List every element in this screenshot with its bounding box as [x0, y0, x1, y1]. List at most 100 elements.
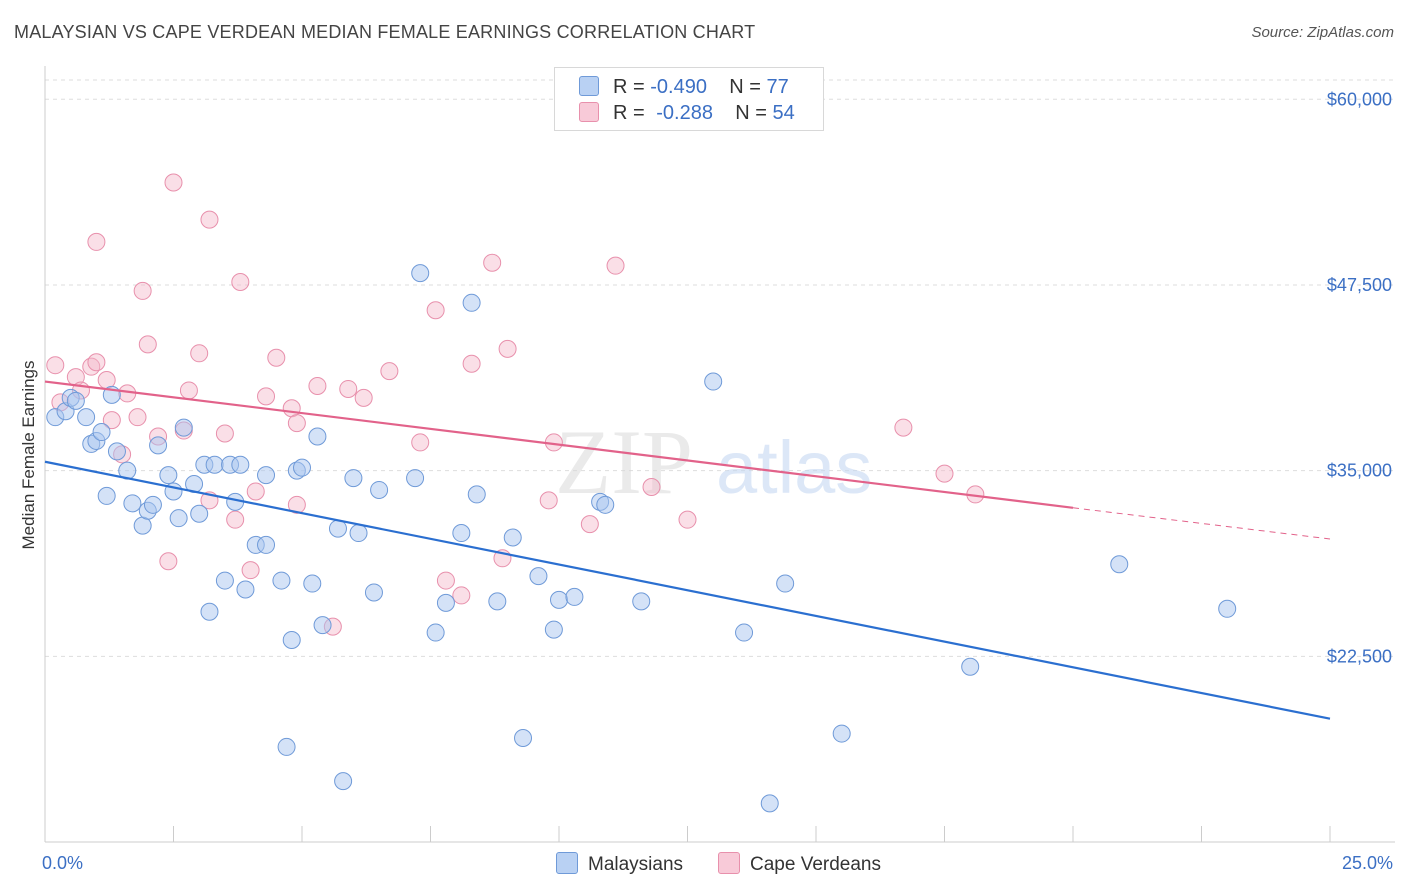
legend-r-label: R = [613, 102, 645, 124]
malaysian-point [1110, 555, 1129, 574]
cape-verdeans-points [46, 173, 985, 636]
cape-verdean-point [498, 339, 517, 358]
cape-verdean-point [138, 335, 157, 354]
malaysian-point [467, 485, 486, 504]
cape-verdean-point [935, 464, 954, 483]
malaysian-point [174, 418, 193, 437]
cape-verdeans-trend-line [44, 380, 1074, 509]
malaysian-point [503, 528, 522, 547]
malaysian-point [293, 458, 311, 477]
blue-swatch [579, 76, 599, 96]
cape-verdean-point [354, 388, 373, 407]
pink-swatch [718, 852, 740, 874]
blue-swatch [556, 852, 578, 874]
legend-row-cape-verdeans: R = -0.288 N = 54 [579, 102, 795, 125]
cape-verdean-point [231, 273, 250, 292]
legend-r-value: -0.288 [656, 102, 713, 124]
malaysian-point [488, 592, 507, 611]
cape-verdean-point [287, 495, 306, 514]
bottom-legend-label: Cape Verdeans [750, 854, 881, 875]
legend-n-label: N = [729, 76, 761, 98]
legend-r-label: R = [613, 76, 645, 98]
cape-verdean-point [339, 379, 358, 398]
cape-verdean-point [426, 301, 445, 320]
malaysian-point [349, 524, 368, 543]
malaysian-point [149, 436, 168, 455]
legend-n-value: 54 [772, 102, 795, 124]
malaysian-point [143, 495, 162, 514]
malaysian-point [704, 372, 723, 391]
legend-n-label: N = [735, 102, 767, 124]
malaysian-point [364, 583, 383, 602]
y-tick-label: $22,500 [1327, 646, 1392, 666]
malaysian-point [776, 574, 795, 593]
cape-verdean-point [102, 411, 121, 430]
cape-verdean-point [159, 552, 178, 571]
cape-verdean-point [87, 232, 106, 251]
cape-verdean-point [179, 381, 198, 400]
x-tick-label: 0.0% [42, 853, 83, 873]
cape-verdean-point [46, 356, 65, 375]
cape-verdean-point [133, 281, 152, 300]
malaysian-point [169, 509, 188, 528]
malaysian-point [529, 567, 548, 586]
y-tick-label: $35,000 [1327, 461, 1392, 481]
malaysian-point [231, 455, 250, 474]
legend-row-malaysians: R = -0.490 N = 77 [579, 76, 789, 99]
malaysian-point [257, 466, 276, 485]
malaysian-point [462, 293, 481, 312]
malaysian-point [961, 657, 980, 676]
malaysian-point [107, 442, 126, 461]
malaysian-point [97, 486, 116, 505]
malaysian-point [308, 427, 327, 446]
cape-verdeans-trend-extension [1072, 507, 1331, 540]
cape-verdean-point [380, 362, 399, 381]
malaysian-point [760, 794, 779, 813]
cape-verdean-point [308, 376, 327, 395]
pink-swatch [579, 102, 599, 122]
cape-verdean-point [267, 348, 286, 367]
malaysian-point [303, 574, 322, 593]
source-credit: Source: ZipAtlas.com [1251, 24, 1394, 41]
cape-verdean-point [257, 387, 276, 406]
y-tick-labels: $22,500 $35,000 $47,500 $60,000 [1327, 89, 1392, 666]
malaysian-point [411, 264, 430, 283]
malaysian-point [272, 571, 291, 590]
malaysian-point [257, 535, 276, 554]
malaysian-point [66, 391, 85, 410]
malaysian-point [565, 587, 584, 606]
chart-title: MALAYSIAN VS CAPE VERDEAN MEDIAN FEMALE … [14, 22, 756, 42]
cape-verdean-point [128, 408, 147, 427]
malaysian-point [205, 455, 224, 474]
cape-verdean-point [411, 433, 430, 452]
malaysian-point [596, 495, 615, 514]
axes [44, 66, 1395, 843]
cape-verdean-point [483, 253, 502, 272]
bottom-legend-label: Malaysians [588, 854, 684, 875]
malaysian-point [313, 616, 332, 635]
malaysian-point [215, 571, 234, 590]
malaysian-point [123, 494, 142, 513]
cape-verdean-point [462, 354, 481, 373]
bottom-legend-malaysians: Malaysians [556, 852, 683, 876]
cape-verdean-point [678, 510, 697, 529]
malaysian-point [406, 469, 425, 488]
watermark-zip: ZIP [555, 411, 693, 513]
x-tick-label: 25.0% [1342, 853, 1393, 873]
malaysian-point [200, 602, 219, 621]
malaysian-point [735, 623, 754, 642]
cape-verdean-point [642, 477, 661, 496]
cape-verdean-point [580, 515, 599, 534]
cape-verdean-point [894, 418, 913, 437]
malaysian-point [236, 580, 255, 599]
x-tick-labels: 0.0% 25.0% [42, 853, 1393, 873]
malaysian-point [190, 504, 209, 523]
malaysian-point [277, 737, 296, 756]
cape-verdean-point [539, 491, 558, 510]
legend-n-value: 77 [766, 76, 789, 98]
cape-verdean-point [87, 353, 106, 372]
malaysian-point [436, 593, 455, 612]
malaysians-trend-line [44, 460, 1331, 720]
trend-lines [44, 380, 1331, 720]
